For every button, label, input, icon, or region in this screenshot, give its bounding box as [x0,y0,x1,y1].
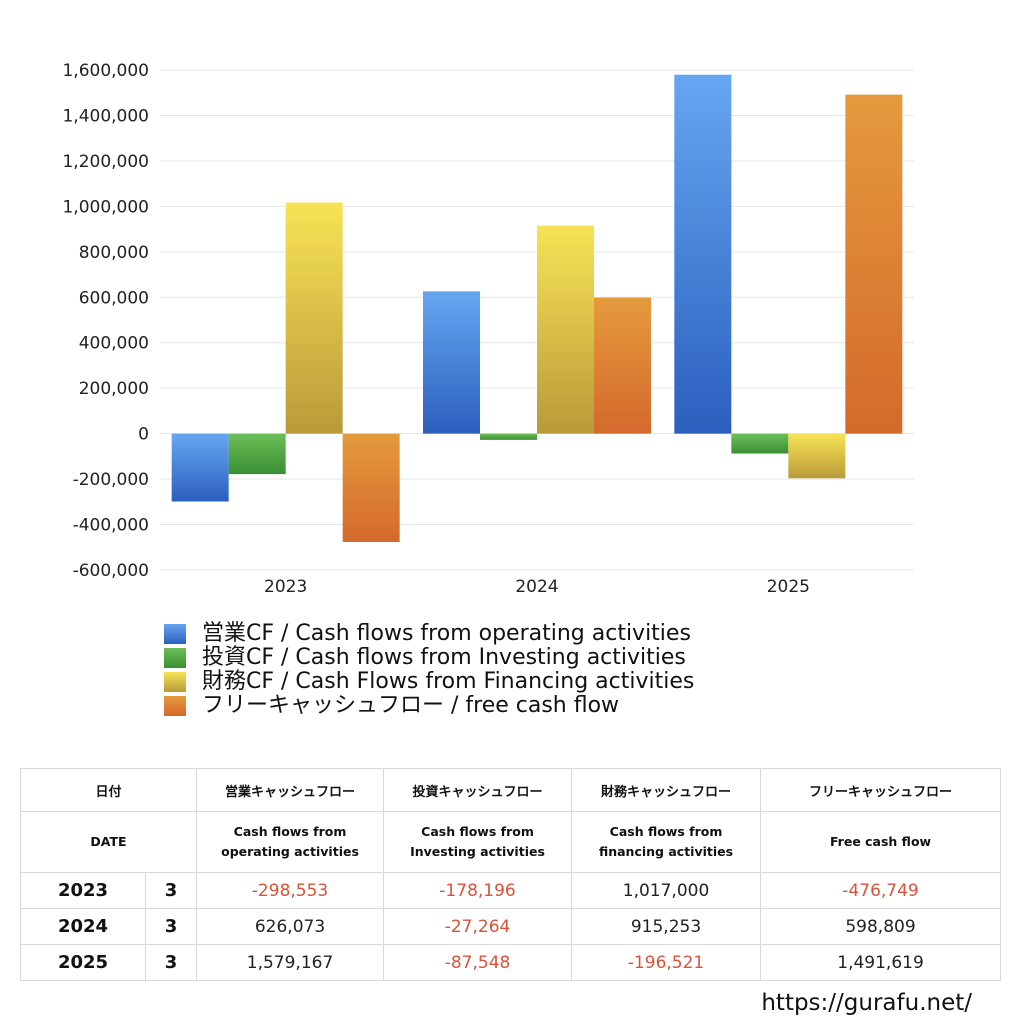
y-tick-label: 600,000 [79,288,149,308]
row-year: 2023 [20,872,146,909]
header-date-en: DATE [19,811,198,873]
bar-2024-series-1 [480,433,537,440]
bar-2023-series-2 [285,202,343,434]
cell-operating: 1,579,167 [196,944,385,981]
cell-operating: 626,073 [196,908,385,945]
legend-swatch-free-cash-flow [164,696,186,716]
legend-label-operating: 営業CF / Cash flows from operating activit… [202,621,691,646]
row-year: 2025 [20,944,146,981]
legend-item-financing: 財務CF / Cash Flows from Financing activit… [164,670,694,694]
table-header-row-en: DATE Cash flows from operating activitie… [19,811,1002,873]
row-month: 3 [144,944,198,981]
y-tick-label: 1,400,000 [62,106,149,126]
row-year: 2024 [20,908,146,945]
header-date-ja: 日付 [19,768,198,812]
legend-label-financing: 財務CF / Cash Flows from Financing activit… [202,669,695,694]
header-financing-en: Cash flows from financing activities [571,811,762,873]
legend-label-free-cash-flow: フリーキャッシュフロー / free cash flow [202,693,620,718]
y-axis-tick-labels: -600,000 -400,000 -200,000 0 200,000 400,000 6… [62,61,149,581]
legend-swatch-operating [164,624,186,644]
y-tick-label: 0 [138,425,149,445]
legend-item-free-cash-flow: フリーキャッシュフロー / free cash flow [164,694,694,718]
table-row: 2025 3 1,579,167 -87,548 -196,521 1,491,… [20,944,1002,981]
header-financing-ja: 財務キャッシュフロー [571,768,762,812]
bar-2025-series-1 [731,433,789,454]
x-axis-tick-labels: 2023 2024 2025 [264,577,810,597]
bar-2023-series-1 [228,433,286,475]
table-header-row-ja: 日付 営業キャッシュフロー 投資キャッシュフロー 財務キャッシュフロー フリーキ… [19,768,1002,812]
y-tick-label: 400,000 [79,334,149,354]
bar-2024-series-0 [423,291,480,434]
table-row: 2023 3 -298,553 -178,196 1,017,000 -476,… [20,872,1002,909]
bar-2023-series-0 [171,433,229,502]
bar-2024-series-2 [537,225,594,434]
legend-swatch-financing [164,672,186,692]
cell-investing: -27,264 [383,908,573,945]
header-free-cash-flow-ja: フリーキャッシュフロー [760,768,1002,812]
x-tick-label: 2023 [264,577,307,597]
bar-2024-series-3 [594,297,651,434]
source-url[interactable]: https://gurafu.net/ [761,990,972,1016]
x-tick-label: 2024 [515,577,558,597]
header-investing-en: Cash flows from Investing activities [383,811,573,873]
table-row: 2024 3 626,073 -27,264 915,253 598,809 [20,908,1002,945]
cell-free-cash-flow: 598,809 [760,908,1002,945]
cell-financing: 915,253 [571,908,762,945]
cell-financing: -196,521 [571,944,762,981]
bar-2025-series-2 [788,433,846,479]
row-month: 3 [144,872,198,909]
bars [171,74,903,542]
header-operating-ja: 営業キャッシュフロー [196,768,385,812]
y-tick-label: 1,000,000 [62,197,149,217]
cell-investing: -87,548 [383,944,573,981]
y-tick-label: 200,000 [79,379,149,399]
y-tick-label: 1,600,000 [62,61,149,81]
cell-free-cash-flow: -476,749 [760,872,1002,909]
header-operating-en: Cash flows from operating activities [196,811,385,873]
legend-label-investing: 投資CF / Cash flows from Investing activit… [202,645,686,670]
bar-2025-series-0 [674,74,732,434]
y-tick-label: 1,200,000 [62,152,149,172]
bar-2023-series-3 [342,433,400,542]
x-tick-label: 2025 [767,577,810,597]
header-investing-ja: 投資キャッシュフロー [383,768,573,812]
y-tick-label: 800,000 [79,243,149,263]
cell-free-cash-flow: 1,491,619 [760,944,1002,981]
chart-legend: 営業CF / Cash flows from operating activit… [164,622,694,718]
legend-swatch-investing [164,648,186,668]
cell-financing: 1,017,000 [571,872,762,909]
legend-item-investing: 投資CF / Cash flows from Investing activit… [164,646,694,670]
row-month: 3 [144,908,198,945]
cell-investing: -178,196 [383,872,573,909]
y-tick-label: -600,000 [73,561,149,581]
y-tick-label: -400,000 [73,516,149,536]
legend-item-operating: 営業CF / Cash flows from operating activit… [164,622,694,646]
header-free-cash-flow-en: Free cash flow [760,811,1002,873]
cash-flow-bar-chart: -600,000 -400,000 -200,000 0 200,000 400,000 6… [62,61,914,597]
cell-operating: -298,553 [196,872,385,909]
bar-2025-series-3 [845,94,903,434]
y-tick-label: -200,000 [73,470,149,490]
cash-flow-table: 日付 営業キャッシュフロー 投資キャッシュフロー 財務キャッシュフロー フリーキ… [19,768,1002,981]
